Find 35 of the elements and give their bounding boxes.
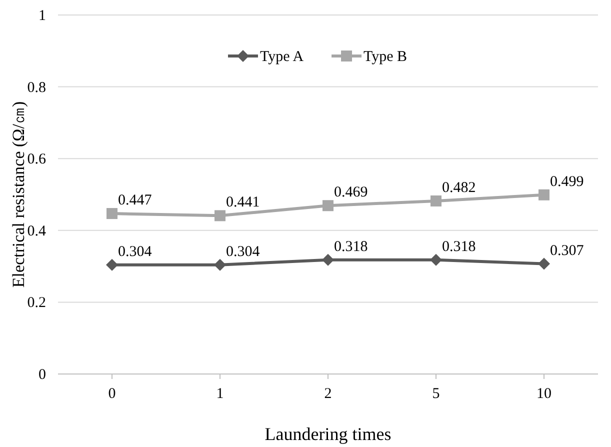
point bbox=[322, 254, 334, 266]
y-tick-label: 0 bbox=[38, 367, 46, 383]
x-axis-title: Laundering times bbox=[264, 424, 392, 444]
data-label: 0.304 bbox=[226, 244, 260, 260]
y-axis-title: Electrical resistance (Ω/㎝) bbox=[9, 101, 28, 288]
data-label: 0.482 bbox=[442, 180, 476, 196]
y-tick-label: 0.2 bbox=[27, 295, 46, 312]
point bbox=[106, 208, 118, 220]
point bbox=[106, 258, 118, 271]
data-label: 0.318 bbox=[334, 238, 368, 255]
point bbox=[430, 195, 442, 206]
data-label: 0.307 bbox=[550, 242, 584, 259]
legend-label: Type B bbox=[364, 49, 408, 65]
point bbox=[214, 210, 226, 222]
point bbox=[538, 258, 550, 270]
x-tick-label: 10 bbox=[536, 386, 552, 402]
data-label: 0.304 bbox=[118, 244, 152, 260]
data-label: 0.447 bbox=[118, 192, 152, 209]
point bbox=[322, 200, 334, 212]
legend-label: Type A bbox=[260, 49, 304, 65]
point bbox=[214, 258, 226, 271]
y-tick-label: 0.6 bbox=[27, 152, 46, 168]
data-label: 0.469 bbox=[334, 184, 368, 201]
y-tick-label: 0.8 bbox=[27, 80, 46, 96]
point bbox=[538, 189, 550, 200]
data-label: 0.499 bbox=[550, 174, 584, 190]
x-tick-label: 1 bbox=[216, 386, 224, 402]
x-tick-label: 0 bbox=[108, 386, 116, 402]
x-tick-label: 2 bbox=[324, 386, 332, 402]
y-tick-label: 1 bbox=[38, 8, 46, 24]
y-tick-label: 0.4 bbox=[27, 223, 46, 240]
data-label: 0.441 bbox=[226, 194, 260, 211]
data-label: 0.318 bbox=[442, 238, 476, 255]
point bbox=[430, 254, 442, 266]
x-tick-label: 5 bbox=[432, 386, 440, 402]
